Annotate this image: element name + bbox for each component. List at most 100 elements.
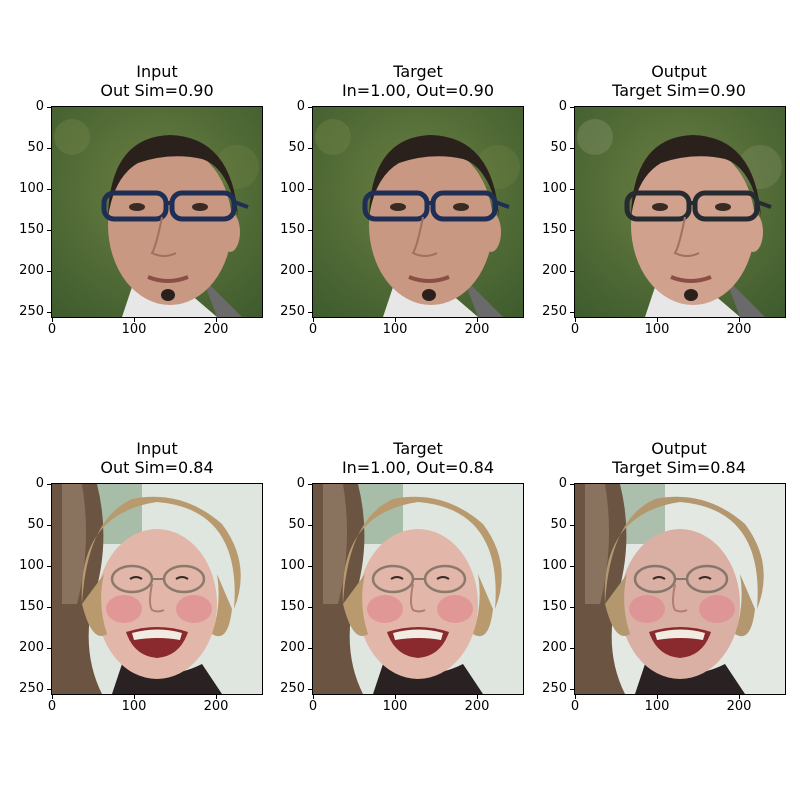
y-tick-label: 100 xyxy=(19,181,44,197)
x-tick-label: 100 xyxy=(644,322,670,337)
photo-man-input xyxy=(52,107,262,317)
image-frame xyxy=(312,483,524,695)
x-tick-mark xyxy=(395,318,397,322)
x-tick-label: 0 xyxy=(570,699,580,714)
x-tick-label: 0 xyxy=(47,322,57,337)
y-tick-mark xyxy=(308,230,312,232)
y-tick-label: 250 xyxy=(542,304,567,320)
panel-title-line1: Target xyxy=(393,439,443,458)
y-tick-mark xyxy=(308,525,312,527)
y-tick-mark xyxy=(308,312,312,314)
y-tick-label: 250 xyxy=(280,304,305,320)
x-tick-label: 200 xyxy=(464,699,490,714)
y-tick-mark xyxy=(47,566,51,568)
y-tick-mark xyxy=(570,271,574,273)
panel-title-line1: Target xyxy=(393,62,443,81)
x-tick-mark xyxy=(216,318,218,322)
x-tick-label: 200 xyxy=(464,322,490,337)
x-tick-label: 100 xyxy=(382,699,408,714)
y-tick-mark xyxy=(47,148,51,150)
y-tick-label: 50 xyxy=(550,517,567,533)
y-tick-mark xyxy=(308,689,312,691)
y-tick-mark xyxy=(570,148,574,150)
y-tick-label: 200 xyxy=(542,263,567,279)
panel-title-line2: Target Sim=0.90 xyxy=(612,81,746,100)
x-tick-label: 0 xyxy=(570,322,580,337)
y-tick-mark xyxy=(308,648,312,650)
x-tick-mark xyxy=(477,318,479,322)
x-tick-mark xyxy=(395,695,397,699)
x-tick-mark xyxy=(739,318,741,322)
y-tick-label: 150 xyxy=(19,222,44,238)
y-tick-label: 200 xyxy=(280,640,305,656)
y-tick-label: 250 xyxy=(19,304,44,320)
x-tick-mark xyxy=(575,318,576,322)
y-tick-mark xyxy=(308,189,312,191)
panel-title-line2: In=1.00, Out=0.84 xyxy=(341,458,495,477)
y-tick-label: 150 xyxy=(542,222,567,238)
y-tick-label: 150 xyxy=(542,599,567,615)
panel-title: Input Out Sim=0.90 xyxy=(27,62,287,100)
y-tick-label: 100 xyxy=(542,181,567,197)
image-frame xyxy=(574,106,786,318)
y-tick-label: 0 xyxy=(35,99,44,114)
y-tick-mark xyxy=(47,689,51,691)
x-tick-label: 0 xyxy=(308,322,318,337)
y-tick-mark xyxy=(570,230,574,232)
photo-man-target xyxy=(313,107,523,317)
x-tick-mark xyxy=(313,695,314,699)
y-tick-label: 0 xyxy=(35,476,44,491)
y-tick-label: 200 xyxy=(280,263,305,279)
y-tick-mark xyxy=(308,566,312,568)
panel-title: Target In=1.00, Out=0.84 xyxy=(288,439,548,477)
y-tick-label: 250 xyxy=(280,681,305,697)
image-frame xyxy=(312,106,524,318)
y-tick-mark xyxy=(47,648,51,650)
y-tick-mark xyxy=(570,484,574,485)
y-tick-label: 50 xyxy=(288,140,305,156)
y-tick-mark xyxy=(308,271,312,273)
photo-woman-output xyxy=(575,484,785,694)
y-tick-label: 0 xyxy=(296,99,305,114)
y-tick-mark xyxy=(47,189,51,191)
panel-title-line1: Output xyxy=(651,439,707,458)
x-tick-label: 100 xyxy=(382,322,408,337)
y-tick-mark xyxy=(308,107,312,108)
x-tick-mark xyxy=(52,695,53,699)
y-tick-label: 100 xyxy=(542,558,567,574)
panel-title-line2: Out Sim=0.84 xyxy=(100,458,214,477)
x-tick-mark xyxy=(657,695,659,699)
y-tick-label: 0 xyxy=(296,476,305,491)
x-tick-mark xyxy=(575,695,576,699)
y-tick-label: 0 xyxy=(558,99,567,114)
y-tick-label: 250 xyxy=(19,681,44,697)
image-panel: 0 100 200 0 50 100 150 200 250 xyxy=(542,100,786,337)
y-tick-label: 200 xyxy=(542,640,567,656)
x-tick-mark xyxy=(739,695,741,699)
image-panel: 0 100 200 0 50 100 150 200 250 xyxy=(542,477,786,714)
y-tick-label: 200 xyxy=(19,640,44,656)
panel-title-line2: In=1.00, Out=0.90 xyxy=(341,81,495,100)
y-tick-mark xyxy=(570,566,574,568)
y-tick-mark xyxy=(47,230,51,232)
y-tick-label: 150 xyxy=(280,599,305,615)
y-tick-mark xyxy=(47,107,51,108)
x-tick-label: 100 xyxy=(644,699,670,714)
y-tick-label: 50 xyxy=(27,517,44,533)
y-tick-label: 100 xyxy=(19,558,44,574)
y-tick-label: 100 xyxy=(280,181,305,197)
x-tick-mark xyxy=(134,318,136,322)
photo-woman-input xyxy=(52,484,262,694)
x-tick-label: 200 xyxy=(726,322,752,337)
panel-title-line1: Input xyxy=(136,62,178,81)
y-tick-mark xyxy=(570,689,574,691)
image-frame xyxy=(574,483,786,695)
panel-title: Output Target Sim=0.90 xyxy=(549,62,800,100)
y-tick-mark xyxy=(570,312,574,314)
panel-title-line1: Input xyxy=(136,439,178,458)
x-tick-label: 200 xyxy=(726,699,752,714)
y-tick-label: 50 xyxy=(550,140,567,156)
photo-woman-target xyxy=(313,484,523,694)
photo-man-output xyxy=(575,107,785,317)
y-tick-mark xyxy=(570,189,574,191)
